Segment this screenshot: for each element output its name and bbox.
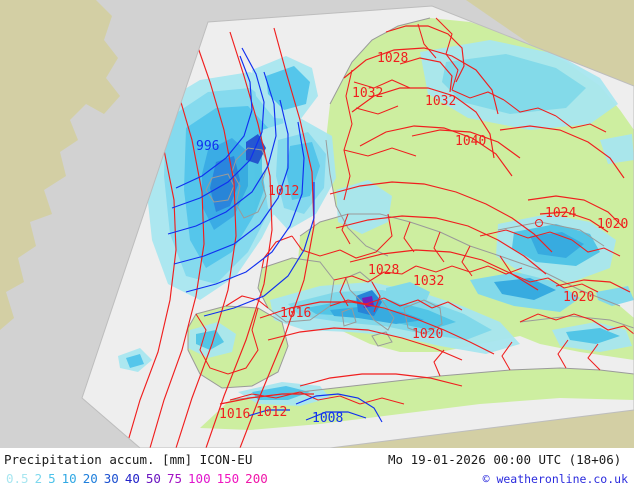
isobar-label-1020-7: 1020 (597, 217, 629, 232)
legend-step-10: 10 (61, 471, 77, 486)
copyright-notice: © weatheronline.co.uk (482, 472, 628, 486)
isobar-label-996-4: 996 (196, 139, 220, 154)
isobar-label-1016-13: 1016 (219, 407, 251, 422)
isobar-label-1020-10: 1020 (563, 290, 595, 305)
legend-step-200: 200 (245, 471, 268, 486)
precipitation-color-scale: 0.5 2 5 10 20 30 40 50 75 100 150 200 (6, 471, 274, 486)
domain-boundary (81, 5, 634, 448)
legend-step-5: 5 (48, 471, 56, 486)
forecast-datetime: Mo 19-01-2026 00:00 UTC (18+06) (388, 452, 622, 467)
legend-step-100: 100 (188, 471, 211, 486)
legend-step-30: 30 (103, 471, 119, 486)
isobars-high (121, 7, 631, 448)
map-canvas (0, 0, 634, 448)
legend-step-75: 75 (166, 471, 183, 486)
isobar-label-1012-5: 1012 (268, 184, 300, 199)
isobar-label-1028-8: 1028 (368, 263, 400, 278)
legend-step-40: 40 (124, 471, 140, 486)
map-footer: Precipitation accum. [mm] ICON-EU Mo 19-… (0, 448, 634, 490)
isobar-label-1024-6: 1024 (545, 206, 577, 221)
model-domain (82, 6, 634, 448)
forecast-map[interactable]: 1028 1032 1032 1040 996 1012 1024 1020 1028 1032 1… (0, 0, 634, 448)
map-title: Precipitation accum. [mm] ICON-EU (4, 452, 253, 467)
pressure-centres (535, 219, 543, 227)
isobar-label-1032-1: 1032 (425, 94, 457, 109)
legend-step-2: 2 (34, 471, 43, 486)
country-borders (195, 17, 634, 405)
isobar-label-1016-11: 1016 (280, 306, 312, 321)
legend-step-150: 150 (216, 471, 240, 486)
isobar-label-1012-14: 1012 (256, 405, 288, 420)
isobar-label-1020-12: 1020 (412, 327, 444, 342)
legend-step-50: 50 (145, 471, 161, 486)
isobar-label-1008-15: 1008 (312, 411, 344, 426)
isobar-label-1040-3: 1040 (455, 134, 487, 149)
legend-step-0.5: 0.5 (6, 471, 29, 486)
isobars-low (167, 47, 383, 423)
isobar-label-1032-9: 1032 (413, 274, 445, 289)
isobar-label-1032-2: 1032 (352, 86, 384, 101)
legend-step-20: 20 (82, 471, 98, 486)
isobar-label-1028-0: 1028 (377, 51, 409, 66)
